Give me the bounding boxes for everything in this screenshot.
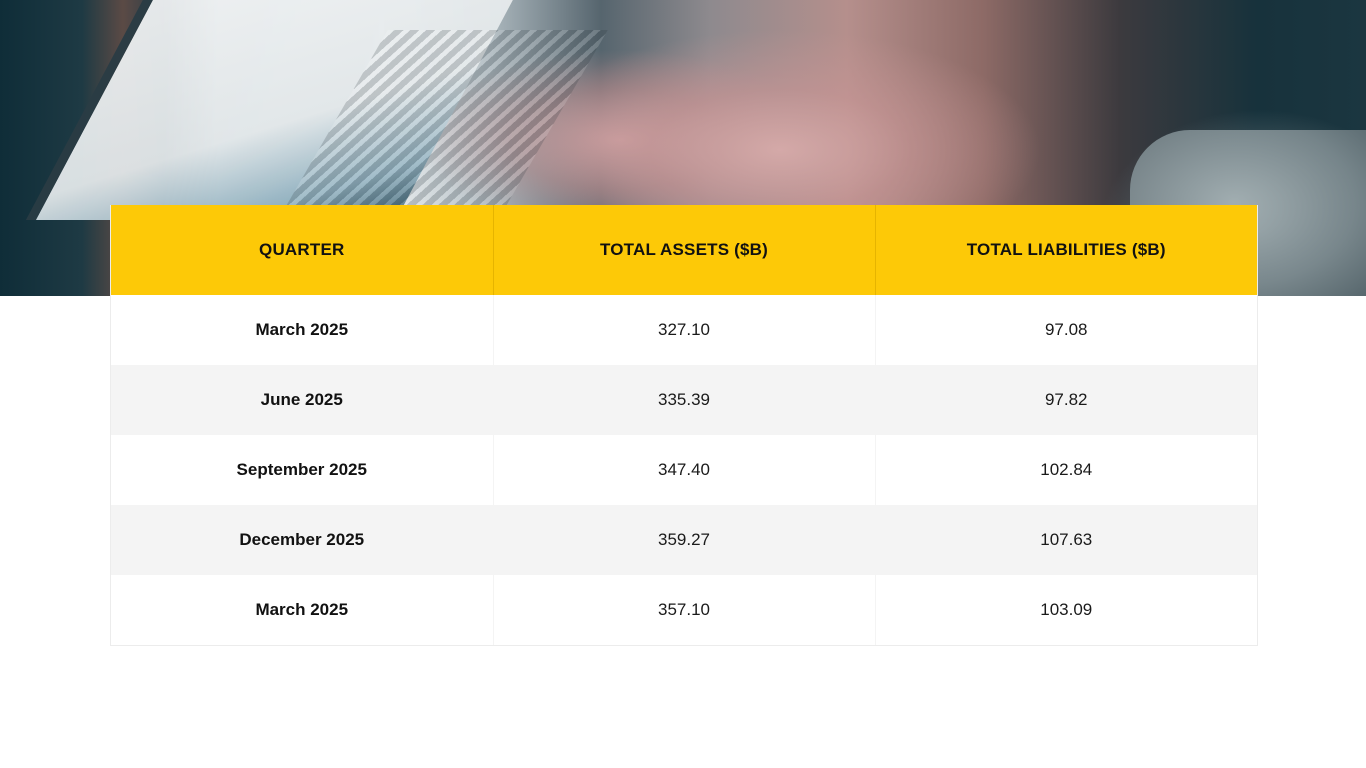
header-quarter: QUARTER bbox=[111, 205, 494, 295]
table-row: June 2025 335.39 97.82 bbox=[111, 365, 1257, 435]
header-total-assets: TOTAL ASSETS ($B) bbox=[493, 205, 876, 295]
cell-liabilities: 103.09 bbox=[1040, 600, 1093, 619]
financial-table: QUARTER TOTAL ASSETS ($B) TOTAL LIABILIT… bbox=[111, 205, 1257, 645]
cell-quarter: March 2025 bbox=[111, 575, 494, 645]
cell-liabilities: 97.82 bbox=[875, 365, 1257, 435]
cell-assets: 357.10 bbox=[493, 575, 876, 645]
table-row: December 2025 359.27 107.63 bbox=[111, 505, 1257, 575]
header-total-liabilities: TOTAL LIABILITIES ($B) bbox=[875, 205, 1257, 295]
cell-quarter: December 2025 bbox=[111, 505, 494, 575]
cell-liabilities: 97.08 bbox=[1044, 320, 1088, 339]
table-row: September 2025 347.40 102.84 bbox=[111, 435, 1257, 505]
cell-liabilities: 107.63 bbox=[875, 505, 1257, 575]
cell-assets: 327.10 bbox=[493, 295, 876, 365]
cell-assets: 347.40 bbox=[493, 435, 876, 505]
table-row: March 2025 327.10 97.08 bbox=[111, 295, 1257, 365]
cell-quarter: September 2025 bbox=[111, 435, 494, 505]
cell-quarter: March 2025 bbox=[111, 295, 494, 365]
cell-liabilities: 102.84 bbox=[1040, 460, 1093, 479]
cell-assets: 359.27 bbox=[493, 505, 876, 575]
cell-assets: 335.39 bbox=[493, 365, 876, 435]
cell-quarter: June 2025 bbox=[111, 365, 494, 435]
table-header-row: QUARTER TOTAL ASSETS ($B) TOTAL LIABILIT… bbox=[111, 205, 1257, 295]
financial-table-container: QUARTER TOTAL ASSETS ($B) TOTAL LIABILIT… bbox=[110, 205, 1258, 646]
table-row: March 2025 357.10 103.09 bbox=[111, 575, 1257, 645]
